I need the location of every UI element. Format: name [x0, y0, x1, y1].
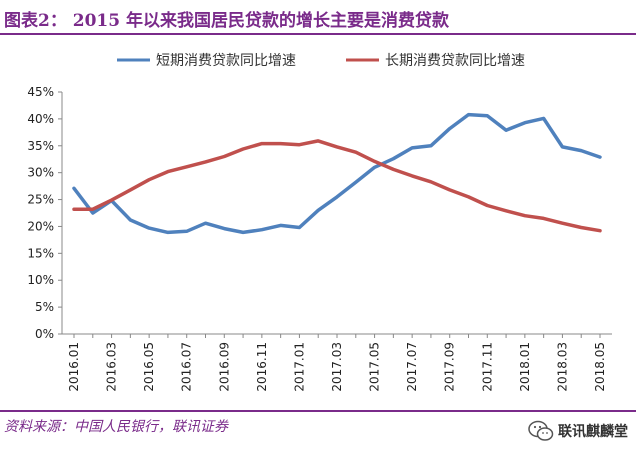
- chart-title: 图表2： 2015 年以来我国居民贷款的增长主要是消费贷款: [4, 11, 449, 31]
- y-tick-label: 10%: [27, 273, 54, 287]
- x-tick-label: 2016.03: [105, 342, 119, 392]
- x-tick-label: 2018.01: [518, 342, 532, 392]
- y-tick-label: 30%: [27, 166, 54, 180]
- series-lines: [72, 112, 602, 235]
- x-tick-label: 2016.05: [142, 342, 156, 392]
- x-tick-label: 2017.09: [443, 342, 457, 392]
- title-divider: [0, 33, 636, 35]
- source-bar: 资料来源：中国人民银行，联讯证券 联讯麒麟堂: [0, 410, 636, 461]
- legend: 短期消费贷款同比增速 长期消费贷款同比增速: [117, 53, 525, 69]
- y-tick-label: 20%: [27, 219, 54, 233]
- series-line-long-term: [72, 139, 602, 233]
- watermark-text: 联讯麒麟堂: [558, 424, 628, 440]
- y-tick-label: 0%: [35, 327, 54, 341]
- x-tick-label: 2016.09: [217, 342, 231, 392]
- wechat-icon: [528, 420, 554, 441]
- y-tick-label: 35%: [27, 139, 54, 153]
- series-line-short-term: [72, 112, 602, 235]
- y-tick-label: 45%: [27, 85, 54, 99]
- y-tick-label: 15%: [27, 246, 54, 260]
- x-tick-label: 2018.03: [555, 342, 569, 392]
- x-tick-label: 2017.01: [292, 342, 306, 392]
- line-chart: 短期消费贷款同比增速 长期消费贷款同比增速 0% 5% 10% 15% 20% 25% 30…: [27, 53, 612, 392]
- legend-label-long: 长期消费贷款同比增速: [385, 53, 525, 69]
- x-tick-label: 2017.03: [330, 342, 344, 392]
- y-tick-label: 40%: [27, 112, 54, 126]
- x-tick-label: 2016.11: [255, 342, 269, 392]
- source-note: 资料来源：中国人民银行，联讯证券: [4, 419, 228, 435]
- x-tick-label: 2018.05: [593, 342, 607, 392]
- y-tick-label: 5%: [35, 300, 54, 314]
- x-tick-label: 2017.11: [480, 342, 494, 392]
- x-axis-tick-labels: 2016.01 2016.03 2016.05 2016.07 2016.09 2016.…: [67, 342, 607, 392]
- y-tick-label: 25%: [27, 193, 54, 207]
- axes: [58, 91, 612, 338]
- watermark: 联讯麒麟堂: [528, 420, 628, 442]
- x-tick-label: 2016.01: [67, 342, 81, 392]
- x-tick-label: 2016.07: [180, 342, 194, 392]
- x-tick-label: 2017.07: [405, 342, 419, 392]
- x-tick-label: 2017.05: [368, 342, 382, 392]
- y-axis-tick-labels: 0% 5% 10% 15% 20% 25% 30% 35% 40% 45%: [27, 85, 54, 341]
- legend-label-short: 短期消费贷款同比增速: [156, 53, 296, 69]
- title-bar: 图表2： 2015 年以来我国居民贷款的增长主要是消费贷款: [0, 0, 636, 35]
- source-divider: [0, 410, 636, 412]
